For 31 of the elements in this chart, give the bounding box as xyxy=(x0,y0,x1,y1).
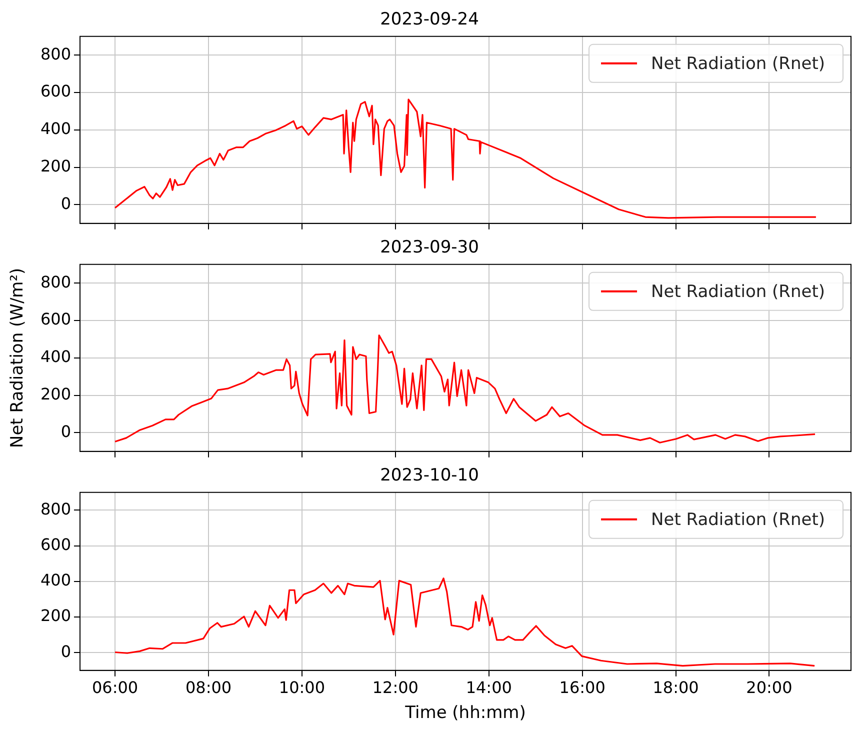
x-tick-label: 06:00 xyxy=(92,678,138,698)
y-tick-label: 200 xyxy=(40,384,71,404)
x-tick-label: 12:00 xyxy=(372,678,418,698)
y-tick-label: 800 xyxy=(40,499,71,518)
y-tick-label: 600 xyxy=(40,534,71,554)
x-tick-label: 18:00 xyxy=(652,678,699,698)
y-tick-label: 200 xyxy=(40,156,71,176)
y-tick-label: 200 xyxy=(40,606,71,626)
legend-label: Net Radiation (Rnet) xyxy=(651,282,826,302)
x-axis-title: Time (hh:mm) xyxy=(404,703,526,724)
chart-title: 2023-09-30 xyxy=(380,238,479,258)
y-tick-label: 800 xyxy=(40,44,71,64)
y-tick-label: 0 xyxy=(60,642,71,661)
chart-title: 2023-10-10 xyxy=(380,466,479,486)
y-tick-label: 600 xyxy=(40,310,71,329)
x-tick-label: 20:00 xyxy=(746,678,792,698)
y-tick-label: 0 xyxy=(60,194,71,213)
x-tick-label: 08:00 xyxy=(185,678,232,698)
legend-label: Net Radiation (Rnet) xyxy=(651,510,826,530)
y-tick-label: 400 xyxy=(40,119,71,138)
y-tick-label: 600 xyxy=(40,82,71,101)
x-tick-label: 14:00 xyxy=(466,678,512,698)
legend-label: Net Radiation (Rnet) xyxy=(651,54,826,74)
x-tick-label: 16:00 xyxy=(559,678,606,698)
y-tick-label: 400 xyxy=(40,347,71,366)
y-tick-label: 0 xyxy=(60,422,71,441)
x-tick-label: 10:00 xyxy=(278,678,326,698)
y-axis-title: Net Radiation (W/m²) xyxy=(8,268,28,448)
y-tick-label: 400 xyxy=(40,570,71,590)
chart-title: 2023-09-24 xyxy=(380,10,479,30)
y-tick-label: 800 xyxy=(40,272,71,292)
